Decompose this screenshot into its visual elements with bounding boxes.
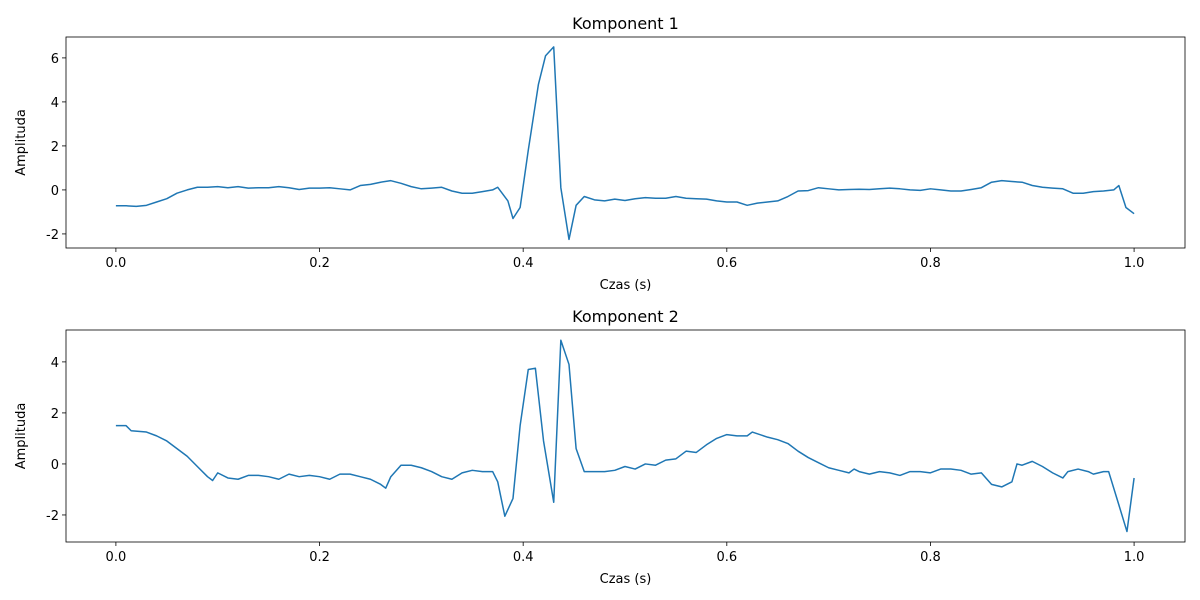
x-tick-label: 0.4 — [513, 256, 534, 271]
x-tick-label: 0.8 — [920, 550, 941, 565]
x-tick-label: 0.2 — [309, 256, 330, 271]
data-line — [115, 339, 1135, 533]
data-line — [115, 46, 1135, 241]
y-tick-label: 0 — [51, 184, 59, 199]
y-tick-label: 6 — [51, 52, 59, 67]
y-tick-label: 2 — [51, 140, 59, 155]
x-tick-label: 0.2 — [309, 550, 330, 565]
y-axis-label: Amplituda — [14, 403, 29, 470]
x-tick-label: 0.6 — [716, 256, 737, 271]
y-tick-label: 0 — [51, 458, 59, 473]
y-tick-label: -2 — [46, 228, 59, 243]
chart-title: Komponent 1 — [572, 14, 679, 33]
x-tick-label: 1.0 — [1124, 550, 1145, 565]
axes-frame — [65, 329, 1186, 543]
y-tick-label: 4 — [51, 96, 59, 111]
chart-title: Komponent 2 — [572, 307, 679, 326]
x-tick-label: 1.0 — [1124, 256, 1145, 271]
axes-frame — [65, 36, 1186, 249]
x-tick-label: 0.0 — [106, 256, 127, 271]
x-tick-label: 0.8 — [920, 256, 941, 271]
y-tick-label: 2 — [51, 407, 59, 422]
x-axis-label: Czas (s) — [600, 572, 652, 587]
x-tick-label: 0.0 — [106, 550, 127, 565]
x-tick-label: 0.6 — [716, 550, 737, 565]
y-tick-label: 4 — [51, 356, 59, 371]
y-axis-label: Amplituda — [14, 109, 29, 176]
x-tick-label: 0.4 — [513, 550, 534, 565]
y-tick-label: -2 — [46, 509, 59, 524]
x-axis-label: Czas (s) — [600, 278, 652, 293]
